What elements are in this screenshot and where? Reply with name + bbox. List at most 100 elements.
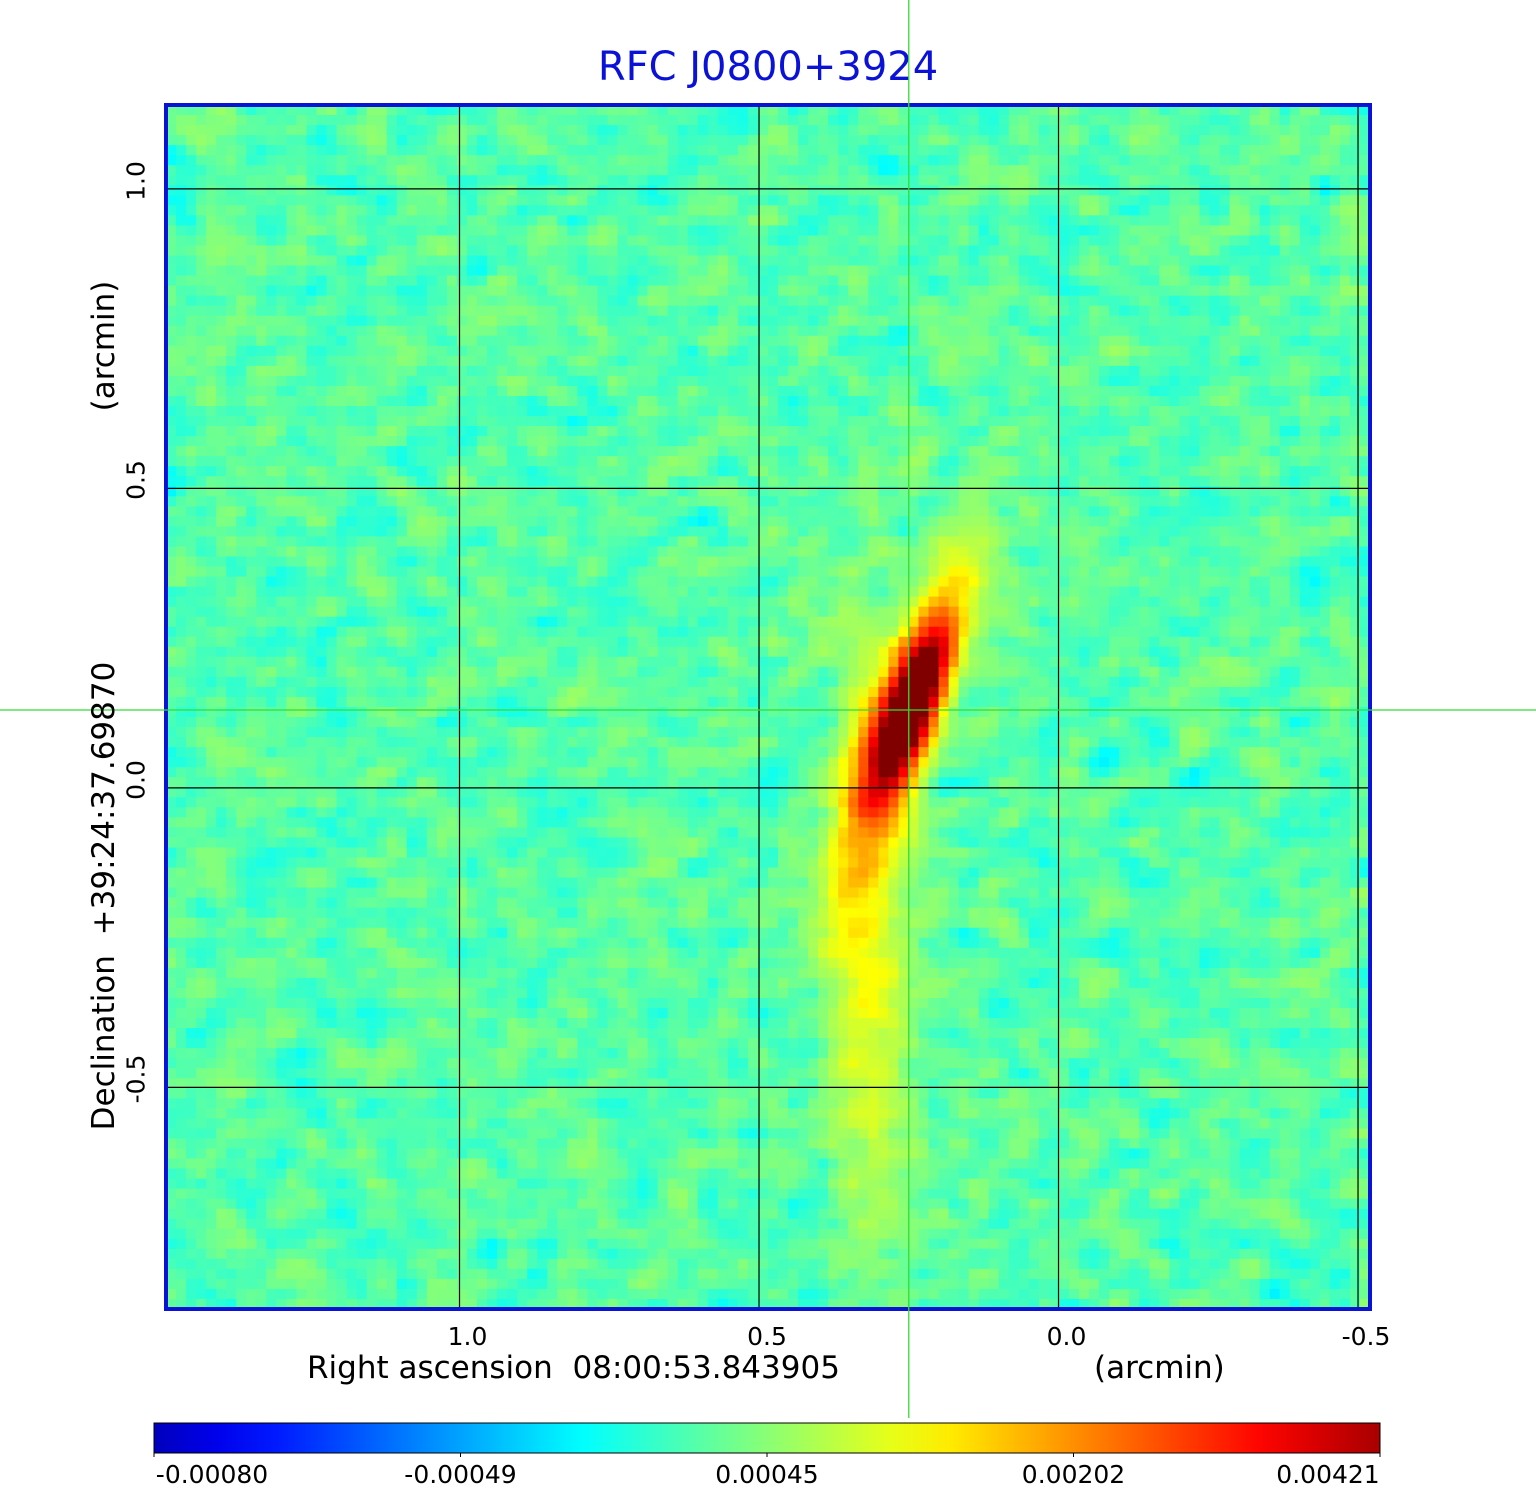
heatmap-cell <box>958 496 970 507</box>
heatmap-cell <box>296 446 308 457</box>
heatmap-cell <box>968 365 980 377</box>
heatmap-cell <box>637 195 649 206</box>
heatmap-cell <box>296 115 308 126</box>
heatmap-cell <box>1239 426 1251 437</box>
heatmap-cell <box>1099 486 1110 497</box>
heatmap-cell <box>527 285 538 297</box>
heatmap-cell <box>697 185 709 196</box>
heatmap-cell <box>968 345 980 357</box>
heatmap-cell <box>246 446 257 457</box>
heatmap-cell <box>657 375 669 387</box>
heatmap-cell <box>1279 295 1291 307</box>
heatmap-cell <box>1008 456 1020 467</box>
heatmap-cell <box>1079 365 1090 377</box>
heatmap-cell <box>1229 436 1241 447</box>
heatmap-cell <box>1129 135 1140 146</box>
heatmap-cell <box>948 426 960 437</box>
heatmap-cell <box>557 305 568 317</box>
heatmap-cell <box>1189 446 1201 457</box>
heatmap-cell <box>717 315 729 327</box>
heatmap-cell <box>617 215 629 226</box>
heatmap-cell <box>687 115 699 126</box>
heatmap-cell <box>727 235 739 247</box>
heatmap-cell <box>1309 375 1321 387</box>
heatmap-cell <box>1329 385 1341 397</box>
heatmap-cell <box>948 456 960 467</box>
heatmap-cell <box>818 295 829 307</box>
heatmap-cell <box>446 345 458 357</box>
heatmap-cell <box>477 335 488 347</box>
heatmap-cell <box>1179 105 1190 116</box>
heatmap-cell <box>888 125 900 136</box>
heatmap-cell <box>1259 185 1271 196</box>
heatmap-cell <box>1199 506 1211 517</box>
heatmap-cell <box>396 496 408 507</box>
heatmap-cell <box>928 486 940 497</box>
heatmap-cell <box>918 436 930 447</box>
heatmap-cell <box>196 426 207 437</box>
heatmap-cell <box>1279 365 1291 377</box>
heatmap-cell <box>1028 486 1040 497</box>
heatmap-cell <box>346 285 358 297</box>
heatmap-cell <box>306 486 318 497</box>
heatmap-cell <box>316 456 328 467</box>
heatmap-cell <box>717 446 729 457</box>
heatmap-cell <box>527 476 538 487</box>
heatmap-cell <box>1179 325 1190 337</box>
heatmap-cell <box>507 416 518 427</box>
heatmap-cell <box>607 185 619 196</box>
heatmap-cell <box>1018 255 1030 267</box>
heatmap-cell <box>667 105 679 116</box>
heatmap-cell <box>1109 115 1120 126</box>
heatmap-cell <box>617 295 629 307</box>
heatmap-cell <box>507 295 518 307</box>
heatmap-cell <box>567 255 578 267</box>
heatmap-cell <box>968 285 980 297</box>
heatmap-cell <box>336 385 348 397</box>
heatmap-cell <box>1339 295 1351 307</box>
heatmap-cell <box>1089 456 1100 467</box>
heatmap-cell <box>436 325 448 337</box>
heatmap-cell <box>818 285 829 297</box>
heatmap-cell <box>1048 115 1060 126</box>
heatmap-cell <box>707 476 719 487</box>
heatmap-cell <box>617 355 629 367</box>
heatmap-cell <box>577 506 588 517</box>
heatmap-cell <box>286 215 298 226</box>
heatmap-cell <box>467 476 478 487</box>
heatmap-cell <box>396 476 408 487</box>
heatmap-cell <box>547 195 558 206</box>
heatmap-cell <box>386 375 398 387</box>
heatmap-cell <box>326 466 338 477</box>
heatmap-cell <box>487 225 498 237</box>
heatmap-cell <box>1249 215 1261 226</box>
heatmap-cell <box>467 195 478 206</box>
heatmap-cell <box>446 365 458 377</box>
heatmap-cell <box>446 395 458 407</box>
heatmap-cell <box>1309 355 1321 367</box>
heatmap-cell <box>1229 476 1241 487</box>
heatmap-cell <box>1058 215 1070 226</box>
heatmap-cell <box>206 215 217 226</box>
heatmap-cell <box>266 516 277 527</box>
heatmap-cell <box>1099 275 1110 287</box>
heatmap-cell <box>246 205 257 216</box>
heatmap-cell <box>1109 335 1120 347</box>
heatmap-cell <box>657 255 669 267</box>
heatmap-cell <box>296 466 308 477</box>
heatmap-cell <box>386 205 398 216</box>
heatmap-cell <box>1309 105 1321 116</box>
heatmap-cell <box>1259 436 1271 447</box>
heatmap-cell <box>326 516 338 527</box>
heatmap-cell <box>627 235 639 247</box>
heatmap-cell <box>376 466 388 477</box>
heatmap-cell <box>1269 315 1281 327</box>
heatmap-cell <box>858 115 869 126</box>
heatmap-cell <box>346 235 358 247</box>
heatmap-cell <box>1089 305 1100 317</box>
heatmap-cell <box>256 345 267 357</box>
heatmap-cell <box>958 155 970 166</box>
heatmap-cell <box>406 486 418 497</box>
heatmap-cell <box>406 115 418 126</box>
heatmap-cell <box>757 325 769 337</box>
